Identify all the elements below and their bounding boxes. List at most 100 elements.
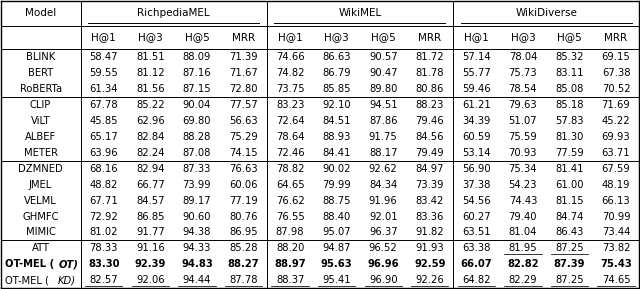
Text: 72.80: 72.80 bbox=[229, 84, 258, 94]
Text: 81.15: 81.15 bbox=[555, 196, 584, 205]
Text: 48.19: 48.19 bbox=[602, 179, 630, 190]
Text: 94.83: 94.83 bbox=[181, 259, 213, 269]
Text: 85.32: 85.32 bbox=[556, 52, 584, 62]
Text: 64.65: 64.65 bbox=[276, 179, 305, 190]
Text: 72.64: 72.64 bbox=[276, 116, 305, 126]
Text: 63.51: 63.51 bbox=[462, 227, 491, 238]
Text: 76.63: 76.63 bbox=[229, 164, 258, 174]
Text: 86.43: 86.43 bbox=[556, 227, 584, 238]
Text: 85.18: 85.18 bbox=[556, 100, 584, 110]
Text: 74.82: 74.82 bbox=[276, 68, 304, 78]
Text: 56.90: 56.90 bbox=[462, 164, 491, 174]
Text: 81.02: 81.02 bbox=[90, 227, 118, 238]
Text: 82.24: 82.24 bbox=[136, 148, 164, 158]
Text: OT): OT) bbox=[58, 259, 78, 269]
Text: 64.82: 64.82 bbox=[462, 275, 491, 285]
Text: 69.93: 69.93 bbox=[602, 132, 630, 142]
Text: 94.44: 94.44 bbox=[183, 275, 211, 285]
Text: MRR: MRR bbox=[418, 32, 442, 42]
Text: 87.98: 87.98 bbox=[276, 227, 304, 238]
Text: 78.64: 78.64 bbox=[276, 132, 304, 142]
Text: 84.57: 84.57 bbox=[136, 196, 164, 205]
Text: 75.73: 75.73 bbox=[509, 68, 537, 78]
Text: 77.57: 77.57 bbox=[229, 100, 258, 110]
Text: 81.95: 81.95 bbox=[509, 243, 537, 253]
Text: H@3: H@3 bbox=[138, 32, 163, 42]
Text: 71.69: 71.69 bbox=[602, 100, 630, 110]
Text: 88.09: 88.09 bbox=[183, 52, 211, 62]
Text: 89.80: 89.80 bbox=[369, 84, 397, 94]
Text: 57.14: 57.14 bbox=[462, 52, 491, 62]
Text: 61.00: 61.00 bbox=[556, 179, 584, 190]
Text: 81.30: 81.30 bbox=[556, 132, 584, 142]
Text: H@1: H@1 bbox=[278, 32, 303, 42]
Text: 74.43: 74.43 bbox=[509, 196, 537, 205]
Text: 90.04: 90.04 bbox=[183, 100, 211, 110]
Text: 87.78: 87.78 bbox=[229, 275, 258, 285]
Text: 76.62: 76.62 bbox=[276, 196, 305, 205]
Text: WikiDiverse: WikiDiverse bbox=[515, 8, 577, 18]
Text: H@3: H@3 bbox=[511, 32, 535, 42]
Text: 94.51: 94.51 bbox=[369, 100, 397, 110]
Text: 92.01: 92.01 bbox=[369, 212, 397, 221]
Text: 70.99: 70.99 bbox=[602, 212, 630, 221]
Text: 95.63: 95.63 bbox=[321, 259, 353, 269]
Text: 94.87: 94.87 bbox=[323, 243, 351, 253]
Text: 86.95: 86.95 bbox=[229, 227, 258, 238]
Text: 87.33: 87.33 bbox=[183, 164, 211, 174]
Text: 66.77: 66.77 bbox=[136, 179, 164, 190]
Text: 81.04: 81.04 bbox=[509, 227, 537, 238]
Text: 81.56: 81.56 bbox=[136, 84, 164, 94]
Text: 96.90: 96.90 bbox=[369, 275, 397, 285]
Text: 67.59: 67.59 bbox=[602, 164, 630, 174]
Text: 91.75: 91.75 bbox=[369, 132, 397, 142]
Text: 58.47: 58.47 bbox=[90, 52, 118, 62]
Text: CLIP: CLIP bbox=[30, 100, 51, 110]
Text: BLINK: BLINK bbox=[26, 52, 55, 62]
Text: 79.99: 79.99 bbox=[323, 179, 351, 190]
Text: 66.13: 66.13 bbox=[602, 196, 630, 205]
Text: 78.04: 78.04 bbox=[509, 52, 537, 62]
Text: 70.52: 70.52 bbox=[602, 84, 630, 94]
Text: 92.62: 92.62 bbox=[369, 164, 397, 174]
Text: 81.41: 81.41 bbox=[556, 164, 584, 174]
Text: 80.76: 80.76 bbox=[229, 212, 258, 221]
Text: 57.83: 57.83 bbox=[556, 116, 584, 126]
Text: 96.37: 96.37 bbox=[369, 227, 397, 238]
Text: 83.23: 83.23 bbox=[276, 100, 304, 110]
Text: 87.08: 87.08 bbox=[183, 148, 211, 158]
Text: 81.72: 81.72 bbox=[415, 52, 444, 62]
Text: 78.33: 78.33 bbox=[90, 243, 118, 253]
Text: H@5: H@5 bbox=[184, 32, 209, 42]
Text: 91.96: 91.96 bbox=[369, 196, 397, 205]
Text: 48.82: 48.82 bbox=[90, 179, 118, 190]
Text: 45.22: 45.22 bbox=[602, 116, 630, 126]
Text: 92.59: 92.59 bbox=[414, 259, 445, 269]
Text: 67.78: 67.78 bbox=[90, 100, 118, 110]
Text: 74.65: 74.65 bbox=[602, 275, 630, 285]
Text: 56.63: 56.63 bbox=[229, 116, 258, 126]
Text: 69.80: 69.80 bbox=[182, 116, 211, 126]
Text: 85.28: 85.28 bbox=[229, 243, 258, 253]
Text: 60.27: 60.27 bbox=[462, 212, 491, 221]
Text: 83.42: 83.42 bbox=[415, 196, 444, 205]
Text: 72.92: 72.92 bbox=[90, 212, 118, 221]
Text: 82.94: 82.94 bbox=[136, 164, 164, 174]
Text: 88.28: 88.28 bbox=[183, 132, 211, 142]
Text: 92.39: 92.39 bbox=[134, 259, 166, 269]
Text: 84.56: 84.56 bbox=[415, 132, 444, 142]
Text: 80.86: 80.86 bbox=[415, 84, 444, 94]
Text: GHMFC: GHMFC bbox=[22, 212, 59, 221]
Text: 87.25: 87.25 bbox=[555, 243, 584, 253]
Text: 60.06: 60.06 bbox=[229, 179, 258, 190]
Text: 87.86: 87.86 bbox=[369, 116, 397, 126]
Text: RoBERTa: RoBERTa bbox=[20, 84, 61, 94]
Text: 61.34: 61.34 bbox=[90, 84, 118, 94]
Text: 72.46: 72.46 bbox=[276, 148, 305, 158]
Text: 34.39: 34.39 bbox=[462, 116, 490, 126]
Text: 88.93: 88.93 bbox=[323, 132, 351, 142]
Text: 71.39: 71.39 bbox=[229, 52, 258, 62]
Text: 75.43: 75.43 bbox=[600, 259, 632, 269]
Text: 66.07: 66.07 bbox=[461, 259, 492, 269]
Text: 91.77: 91.77 bbox=[136, 227, 164, 238]
